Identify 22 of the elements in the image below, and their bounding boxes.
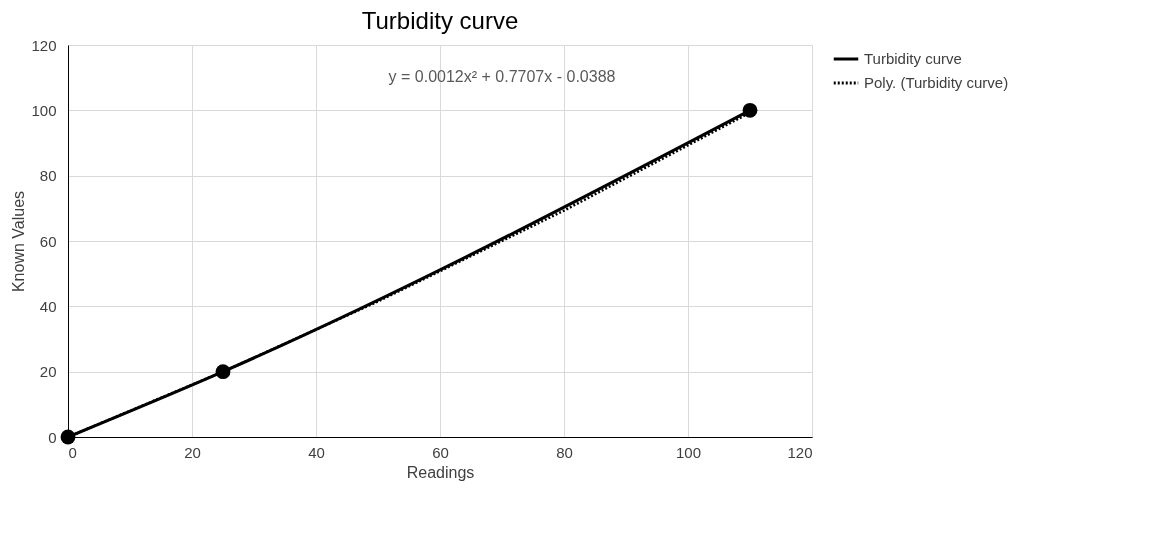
x-axis-title: Readings: [406, 463, 475, 481]
y-tick-label: 80: [39, 167, 57, 185]
x-tick-label: 60: [432, 443, 449, 461]
x-tick-label: 120: [787, 443, 813, 461]
x-tick-label: 0: [68, 443, 77, 461]
legend-label: Poly. (Turbidity curve): [864, 74, 1009, 91]
annotation: y = 0.0012x² + 0.7707x - 0.0388: [388, 68, 616, 85]
legend-label: Turbidity curve: [864, 50, 962, 67]
y-tick-label: 0: [48, 428, 57, 446]
y-tick-label: 120: [31, 36, 57, 54]
chart-title: Turbidity curve: [361, 7, 519, 34]
point: [742, 102, 758, 118]
y-tick-label: 100: [31, 101, 57, 119]
x-tick-label: 40: [308, 443, 325, 461]
y-tick-label: 40: [39, 297, 57, 315]
x-tick-label: 80: [556, 443, 573, 461]
y-tick-label: 60: [39, 232, 57, 250]
x-tick-label: 100: [675, 443, 702, 461]
y-tick-label: 20: [39, 363, 57, 381]
x-tick-label: 20: [184, 443, 201, 461]
y-axis-title: Known Values: [10, 190, 28, 293]
point: [60, 429, 76, 445]
